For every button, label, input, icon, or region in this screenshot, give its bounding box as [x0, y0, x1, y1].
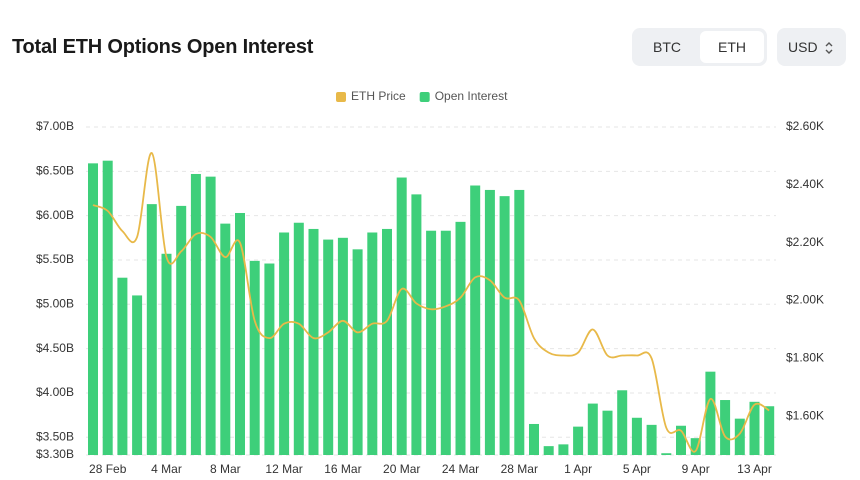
- legend-label: ETH Price: [351, 89, 406, 103]
- x-tick-label: 28 Mar: [501, 462, 538, 476]
- y-tick-label: $5.00B: [36, 296, 74, 310]
- bar: [690, 438, 701, 455]
- bar: [235, 212, 245, 455]
- bar: [705, 371, 716, 455]
- bar: [190, 173, 201, 456]
- y2-tick-label: $1.80K: [786, 351, 824, 365]
- x-tick-label: 20 Mar: [383, 462, 420, 476]
- y-tick-label: $4.50B: [36, 341, 74, 355]
- y-tick-label: $6.00B: [36, 208, 74, 222]
- bar: [720, 400, 731, 455]
- y2-tick-label: $2.60K: [786, 119, 824, 133]
- x-tick-label: 12 Mar: [265, 462, 302, 476]
- bar: [558, 444, 569, 455]
- price-line: [92, 152, 770, 453]
- bar: [396, 177, 407, 455]
- bar: [587, 403, 598, 455]
- chart-title: Total ETH Options Open Interest: [12, 36, 314, 58]
- bar: [117, 277, 128, 455]
- bar: [205, 176, 216, 455]
- bar: [308, 228, 319, 455]
- btc-button[interactable]: BTC: [653, 39, 681, 55]
- bar: [220, 223, 231, 455]
- bar: [631, 417, 642, 455]
- bar: [176, 205, 187, 455]
- bar: [426, 230, 437, 455]
- bar: [88, 163, 98, 455]
- bar: [484, 189, 495, 455]
- currency-select[interactable]: USD: [777, 28, 846, 66]
- bar: [661, 453, 672, 455]
- bar: [543, 446, 554, 455]
- x-tick-label: 5 Apr: [623, 462, 651, 476]
- x-tick-label: 1 Apr: [564, 462, 592, 476]
- legend-swatch: [419, 92, 430, 102]
- y2-tick-label: $2.40K: [786, 177, 824, 191]
- bar: [382, 228, 392, 455]
- bar: [573, 426, 584, 455]
- y-tick-label: $3.30B: [36, 447, 74, 461]
- bar: [102, 160, 113, 455]
- bar: [337, 237, 348, 455]
- bar: [646, 424, 657, 455]
- bar: [279, 232, 290, 455]
- bar: [161, 253, 172, 455]
- y-tick-label: $4.00B: [36, 385, 74, 399]
- bar: [676, 425, 686, 455]
- chevron-icon: [825, 42, 833, 54]
- y2-tick-label: $1.60K: [786, 408, 824, 422]
- bar: [132, 295, 143, 455]
- bar: [499, 196, 510, 456]
- y2-tick-label: $2.20K: [786, 235, 824, 249]
- bar: [367, 232, 378, 455]
- bar: [323, 239, 334, 455]
- y-tick-label: $3.50B: [36, 429, 74, 443]
- bar: [440, 230, 451, 455]
- x-tick-label: 28 Feb: [89, 462, 127, 476]
- currency-label: USD: [788, 39, 818, 55]
- x-tick-label: 24 Mar: [442, 462, 479, 476]
- y-tick-label: $7.00B: [36, 119, 74, 133]
- bar: [602, 410, 613, 455]
- bar: [455, 221, 466, 455]
- x-tick-label: 4 Mar: [151, 462, 182, 476]
- bar: [293, 222, 304, 455]
- legend-swatch: [336, 92, 346, 102]
- x-tick-label: 16 Mar: [324, 462, 361, 476]
- x-tick-label: 9 Apr: [682, 462, 710, 476]
- bar: [764, 406, 775, 455]
- x-tick-label: 8 Mar: [210, 462, 241, 476]
- bar: [617, 390, 628, 455]
- bar: [529, 423, 539, 455]
- y2-tick-label: $2.00K: [786, 293, 824, 307]
- bar: [514, 189, 525, 455]
- bar: [352, 249, 363, 455]
- bar: [146, 204, 157, 455]
- bar: [411, 194, 422, 455]
- asset-toggle: BTC ETH: [632, 28, 767, 66]
- bar: [470, 185, 481, 455]
- x-tick-label: 13 Apr: [737, 462, 772, 476]
- eth-button[interactable]: ETH: [700, 31, 764, 63]
- legend-label: Open Interest: [435, 89, 508, 103]
- y-tick-label: $5.50B: [36, 252, 74, 266]
- bar: [749, 401, 760, 455]
- y-tick-label: $6.50B: [36, 163, 74, 177]
- bar: [249, 260, 260, 455]
- bar: [734, 418, 745, 455]
- bar: [264, 263, 275, 455]
